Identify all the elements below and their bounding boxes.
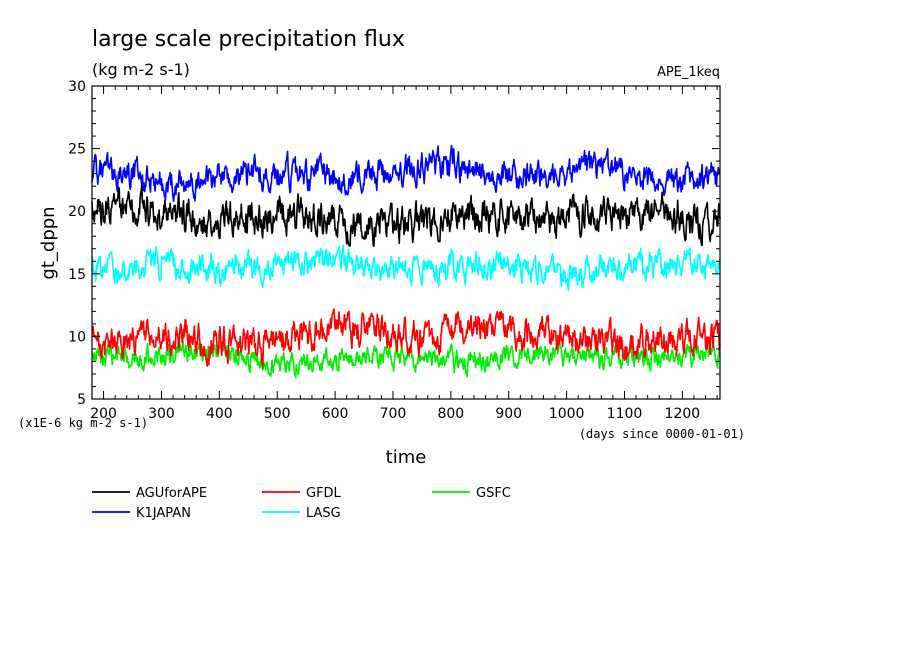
series-line-aguforape bbox=[91, 183, 721, 247]
series-line-gfdl bbox=[91, 308, 721, 369]
y-axis-label: gt_dppn bbox=[38, 206, 59, 279]
legend-label-gfdl: GFDL bbox=[306, 486, 342, 501]
series-line-lasg bbox=[91, 244, 721, 292]
x-tick-label-800: 800 bbox=[437, 406, 464, 422]
y-tick-label-20: 20 bbox=[68, 204, 86, 220]
x-axis-label: time bbox=[386, 447, 427, 468]
x-tick-label-300: 300 bbox=[148, 406, 175, 422]
y-scale-note: (x1E-6 kg m-2 s-1) bbox=[18, 416, 148, 430]
x-tick-label-1000: 1000 bbox=[549, 406, 585, 422]
x-tick-label-500: 500 bbox=[264, 406, 291, 422]
y-tick-label-15: 15 bbox=[68, 267, 86, 283]
x-tick-label-1100: 1100 bbox=[607, 406, 643, 422]
x-tick-label-200: 200 bbox=[90, 406, 117, 422]
x-tick-label-700: 700 bbox=[380, 406, 407, 422]
series-line-k1japan bbox=[91, 145, 721, 202]
y-tick-label-10: 10 bbox=[68, 329, 86, 345]
experiment-label: APE_1keq bbox=[657, 65, 720, 80]
x-tick-label-900: 900 bbox=[495, 406, 522, 422]
legend-label-gsfc: GSFC bbox=[476, 486, 511, 501]
y-tick-label-5: 5 bbox=[77, 392, 86, 408]
x-axis: 200 300 400 500 600 700 800 900 1000 1100 1200 bbox=[90, 86, 718, 422]
y-tick-label-30: 30 bbox=[68, 79, 86, 95]
legend-label-k1japan: K1JAPAN bbox=[136, 506, 191, 521]
x-tick-label-400: 400 bbox=[206, 406, 233, 422]
x-tick-label-600: 600 bbox=[322, 406, 349, 422]
y-axis: 5 10 15 20 25 30 bbox=[68, 79, 720, 408]
legend-label-aguforape: AGUforAPE bbox=[136, 486, 207, 501]
y-tick-label-25: 25 bbox=[68, 142, 86, 158]
legend-label-lasg: LASG bbox=[306, 506, 341, 521]
legend: AGUforAPE GFDL GSFC K1JAPAN LASG bbox=[92, 486, 511, 521]
plot-frame bbox=[91, 85, 721, 400]
chart-title: large scale precipitation flux bbox=[92, 27, 405, 52]
x-tick-label-1200: 1200 bbox=[665, 406, 701, 422]
chart-subtitle: (kg m-2 s-1) bbox=[92, 60, 190, 79]
series-layer bbox=[91, 145, 721, 379]
x-unit-note: (days since 0000-01-01) bbox=[579, 427, 745, 441]
